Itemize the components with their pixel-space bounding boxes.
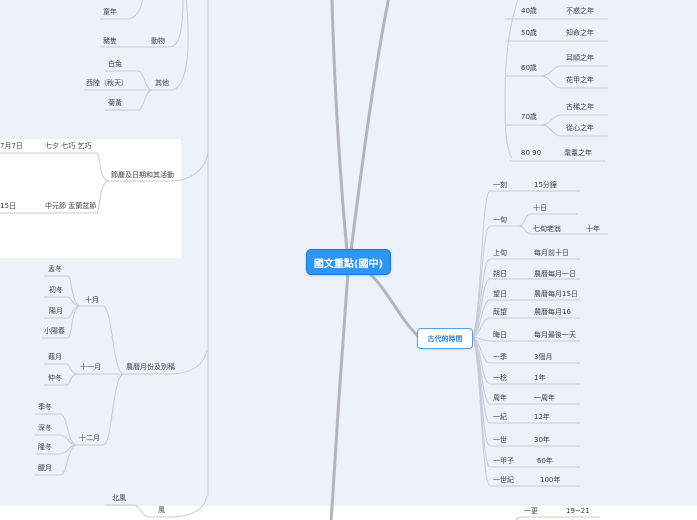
topic-age-60[interactable]: 60歲 <box>521 64 537 72</box>
trunk-lines <box>329 0 420 520</box>
trunk-branch-bottom <box>329 270 350 520</box>
topic-ancient-time-node[interactable]: 古代的時間 <box>417 328 473 349</box>
topic-festival-date[interactable]: 15日 <box>0 202 16 210</box>
topic-time-value[interactable]: 60年 <box>537 457 553 465</box>
topic-festival-date[interactable]: 7月7日 <box>0 142 23 150</box>
topic-month-alt[interactable]: 初冬 <box>49 286 63 294</box>
topic-other-item[interactable]: 西陸（秋天） <box>86 79 128 87</box>
topic-time-value[interactable]: 農曆每月16 <box>534 308 571 316</box>
branch-lines <box>0 0 608 520</box>
topic-festivals-label[interactable]: 節慶及日期和其活動 <box>111 171 174 179</box>
topic-time-sub-value[interactable]: 十年 <box>586 225 600 233</box>
topic-other-item[interactable]: 白兔 <box>108 60 122 68</box>
topic-time-value[interactable]: 一周年 <box>534 394 555 402</box>
topic-time-value[interactable]: 3個月 <box>534 353 553 361</box>
topic-time-term[interactable]: 周年 <box>493 394 507 402</box>
topic-time-value[interactable]: 30年 <box>534 436 550 444</box>
topic-time-value[interactable]: 12年 <box>534 413 550 421</box>
topic-festival-names[interactable]: 中元節 盂蘭盆節 <box>45 202 97 210</box>
topic-time-value[interactable]: 農曆每月15日 <box>534 290 578 298</box>
topic-age-70[interactable]: 70歲 <box>521 113 537 121</box>
topic-time-term[interactable]: 上旬 <box>493 249 507 257</box>
topic-month-alt[interactable]: 隆冬 <box>38 443 52 451</box>
topic-month-alt[interactable]: 仲冬 <box>48 374 62 382</box>
topic-month-alt[interactable]: 孟冬 <box>48 265 62 273</box>
topic-month[interactable]: 十一月 <box>80 363 101 371</box>
topic-misc-top[interactable]: 童年 <box>103 8 117 16</box>
topic-month-alt[interactable]: 深冬 <box>38 424 52 432</box>
topic-age-50-name[interactable]: 知命之年 <box>566 29 594 37</box>
topic-age-40-name[interactable]: 不惑之年 <box>566 7 594 15</box>
topic-time-term[interactable]: 一紀 <box>493 413 507 421</box>
topic-wind-item[interactable]: 北風 <box>112 494 126 502</box>
topic-age-70-name1[interactable]: 古稀之年 <box>566 103 594 111</box>
ages-spine <box>504 0 519 159</box>
topic-age-40[interactable]: 40歲 <box>521 7 537 15</box>
topic-age-80-90-name[interactable]: 耄耋之年 <box>564 149 592 157</box>
topic-time-value[interactable]: 每月最後一天 <box>534 331 576 339</box>
topic-wind-label[interactable]: 風 <box>158 506 165 514</box>
topic-month[interactable]: 十月 <box>85 296 99 304</box>
topic-time-value[interactable]: 1年 <box>534 374 546 382</box>
topic-time-value[interactable]: 15分鐘 <box>534 181 557 189</box>
trunk-branch-top-right <box>349 0 390 252</box>
topic-month-alt[interactable]: 葭月 <box>48 353 62 361</box>
topic-time-term[interactable]: 朔日 <box>493 270 507 278</box>
topic-month-alt[interactable]: 小陽春 <box>44 327 65 335</box>
topic-time-value[interactable]: 19~21 <box>566 507 590 515</box>
topic-time-term[interactable]: 一甲子 <box>493 457 514 465</box>
topic-time-term[interactable]: 一稔 <box>493 374 507 382</box>
topic-animal-item[interactable]: 豬隻 <box>103 37 117 45</box>
topic-time-term[interactable]: 一世紀 <box>493 476 514 484</box>
topic-time-term[interactable]: 一更 <box>524 507 538 515</box>
topic-time-term[interactable]: 一刻 <box>493 181 507 189</box>
topic-festival-names[interactable]: 七夕 七巧 乞巧 <box>45 142 92 150</box>
topic-time-term[interactable]: 望日 <box>493 290 507 298</box>
topic-animal-label[interactable]: 動物 <box>151 37 165 45</box>
topic-month-alt[interactable]: 陽月 <box>49 307 63 315</box>
topic-time-term[interactable]: 既望 <box>493 308 507 316</box>
topic-time-term[interactable]: 一旬 <box>493 216 507 224</box>
topic-time-value[interactable]: 100年 <box>540 476 561 484</box>
trunk-branch-ancient-time <box>366 270 420 338</box>
topic-other-item[interactable]: 菊黃 <box>108 99 122 107</box>
topic-time-value[interactable]: 農曆每月一日 <box>534 270 576 278</box>
topic-age-80-90[interactable]: 80 90 <box>521 149 542 157</box>
topic-months-label[interactable]: 農曆月份及別稱 <box>126 363 175 371</box>
topic-time-sub[interactable]: 十日 <box>533 204 547 212</box>
topic-ancient-time-label: 古代的時間 <box>427 334 463 343</box>
topic-age-60-name1[interactable]: 耳順之年 <box>566 54 594 62</box>
white-panel-left <box>0 139 181 258</box>
central-topic-node[interactable]: 國文重點(國中) <box>306 249 391 275</box>
topic-age-60-name2[interactable]: 花甲之年 <box>566 76 594 84</box>
topic-time-term[interactable]: 一季 <box>493 353 507 361</box>
topic-month-alt[interactable]: 臘月 <box>38 464 52 472</box>
topic-age-50[interactable]: 50歲 <box>521 29 537 37</box>
topic-month[interactable]: 十二月 <box>79 434 100 442</box>
topic-time-value[interactable]: 每月前十日 <box>534 249 569 257</box>
trunk-branch-top-left <box>330 0 349 252</box>
topic-time-term[interactable]: 一世 <box>493 436 507 444</box>
topic-time-term[interactable]: 晦日 <box>493 331 507 339</box>
topic-month-alt[interactable]: 季冬 <box>38 403 52 411</box>
topic-time-sub[interactable]: 七旬老翁 <box>533 225 561 233</box>
topic-age-70-name2[interactable]: 從心之年 <box>566 124 594 132</box>
central-topic-label: 國文重點(國中) <box>313 258 384 270</box>
topic-others-label[interactable]: 其他 <box>155 79 169 87</box>
